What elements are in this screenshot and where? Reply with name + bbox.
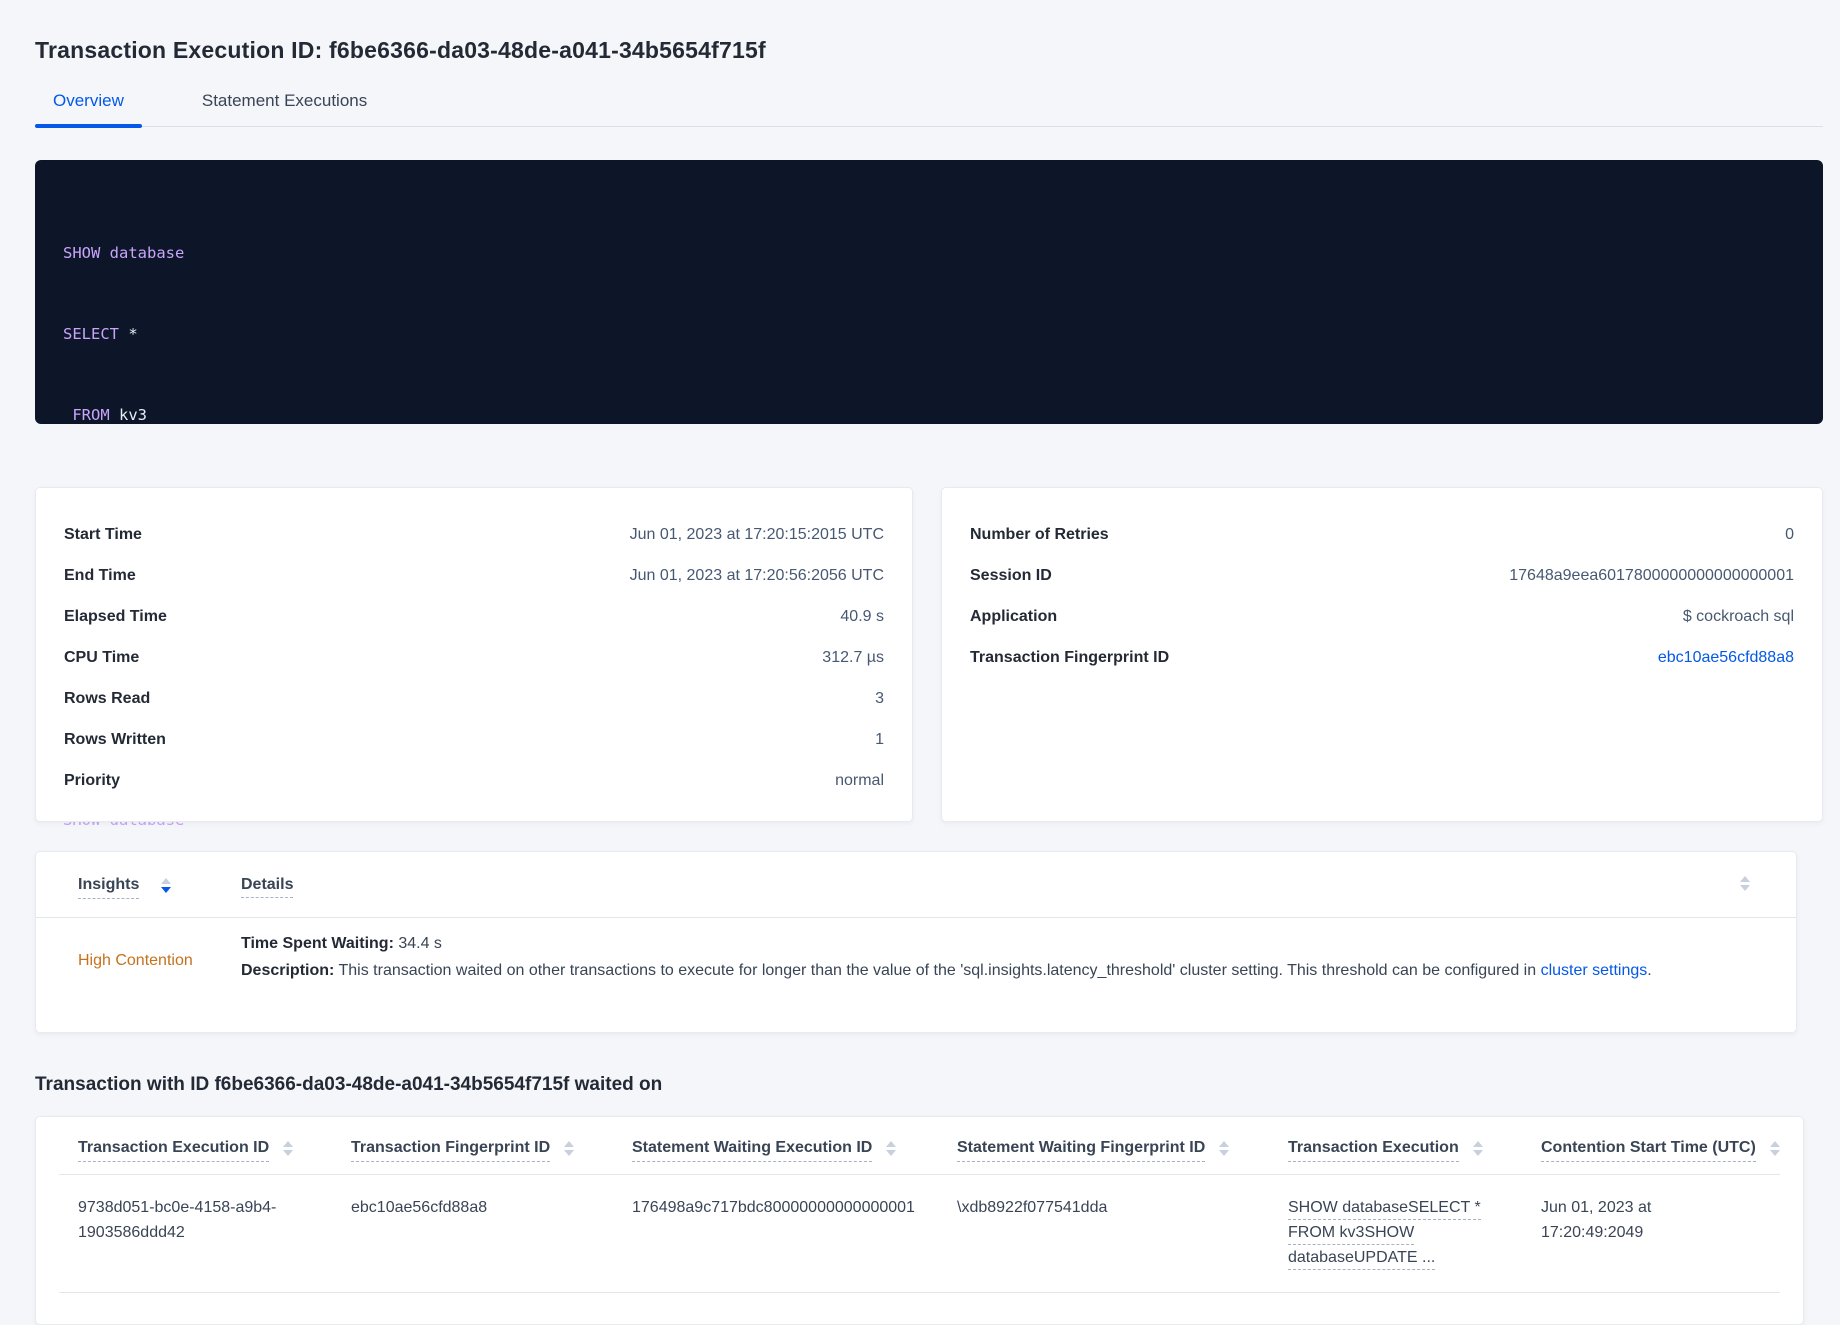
- summary-row-retries: Number of Retries 0: [970, 525, 1794, 543]
- priority-value: normal: [835, 771, 884, 789]
- transaction-fingerprint-link[interactable]: ebc10ae56cfd88a8: [1657, 648, 1794, 666]
- cell-txn-execution-id: 9738d051-bc0e-4158-a9b4-1903586ddd42: [78, 1199, 277, 1242]
- tab-overview[interactable]: Overview: [35, 91, 142, 129]
- waited-on-heading: Transaction with ID f6be6366-da03-48de-a…: [35, 1074, 663, 1096]
- sql-line: FROM kv3: [72, 406, 147, 425]
- waiting-transaction-execution-link[interactable]: SHOW databaseSELECT * FROM kv3SHOW datab…: [1288, 1199, 1481, 1271]
- tab-bar: Overview Statement Executions: [35, 91, 1823, 129]
- session-id-value: 17648a9eea6017800000000000000001: [1509, 566, 1794, 584]
- sort-icon: [1219, 1141, 1230, 1157]
- transaction-sql-code-block: SHOW database SELECT * FROM kv3 SHOW dat…: [35, 160, 1823, 829]
- summary-row-rows-written: Rows Written 1: [64, 730, 884, 748]
- sort-icon: [886, 1141, 897, 1157]
- high-contention-label: High Contention: [78, 951, 193, 969]
- rows-read-value: 3: [875, 689, 884, 707]
- session-summary-card: Number of Retries 0 Session ID 17648a9ee…: [941, 487, 1823, 823]
- summary-row-session-id: Session ID 17648a9eea6017800000000000000…: [970, 566, 1794, 584]
- insights-table-header: Insights Details: [36, 852, 1796, 919]
- summary-row-cpu-time: CPU Time 312.7 µs: [64, 648, 884, 666]
- column-header-contention-start-time[interactable]: Contention Start Time (UTC): [1541, 1139, 1782, 1163]
- retries-value: 0: [1785, 525, 1794, 543]
- waited-on-table-row: 9738d051-bc0e-4158-a9b4-1903586ddd42 ebc…: [59, 1175, 1780, 1294]
- column-header-txn-execution-id[interactable]: Transaction Execution ID: [59, 1139, 351, 1163]
- cpu-time-value: 312.7 µs: [822, 648, 884, 666]
- column-header-txn-fingerprint-id[interactable]: Transaction Fingerprint ID: [351, 1139, 632, 1163]
- cell-contention-start-time: Jun 01, 2023 at 17:20:49:2049: [1541, 1199, 1652, 1242]
- elapsed-time-value: 40.9 s: [840, 607, 884, 625]
- sql-line: SHOW database: [63, 244, 185, 263]
- details-column-header[interactable]: Details: [241, 876, 294, 899]
- sort-icon: [1472, 1141, 1483, 1157]
- cell-stmt-waiting-fingerprint-id: \xdb8922f077541dda: [957, 1199, 1108, 1217]
- end-time-value: Jun 01, 2023 at 17:20:56:2056 UTC: [629, 566, 884, 584]
- column-header-stmt-waiting-execution-id[interactable]: Statement Waiting Execution ID: [632, 1139, 957, 1163]
- rows-written-value: 1: [875, 730, 884, 748]
- summary-row-start-time: Start Time Jun 01, 2023 at 17:20:15:2015…: [64, 525, 884, 543]
- summary-row-priority: Priority normal: [64, 771, 884, 789]
- summary-row-rows-read: Rows Read 3: [64, 689, 884, 707]
- insight-details: Time Spent Waiting: 34.4 s Description: …: [241, 935, 1796, 980]
- insights-column-header[interactable]: Insights: [78, 876, 241, 900]
- start-time-value: Jun 01, 2023 at 17:20:15:2015 UTC: [629, 525, 884, 543]
- sort-icon[interactable]: [1740, 876, 1750, 892]
- application-value: $ cockroach sql: [1682, 607, 1794, 625]
- waited-on-table-header: Transaction Execution ID Transaction Fin…: [59, 1117, 1782, 1176]
- column-header-stmt-waiting-fingerprint-id[interactable]: Statement Waiting Fingerprint ID: [957, 1139, 1288, 1163]
- cell-txn-execution: SHOW databaseSELECT * FROM kv3SHOW datab…: [1288, 1195, 1541, 1271]
- tab-statement-executions[interactable]: Statement Executions: [201, 91, 368, 111]
- insight-row: High Contention Time Spent Waiting: 34.4…: [36, 918, 1796, 980]
- insight-description: Description: This transaction waited on …: [241, 962, 1652, 980]
- column-header-txn-execution[interactable]: Transaction Execution: [1288, 1139, 1541, 1163]
- cluster-settings-link[interactable]: cluster settings: [1540, 962, 1648, 980]
- waited-on-table-card: Transaction Execution ID Transaction Fin…: [35, 1116, 1804, 1325]
- time-spent-waiting: Time Spent Waiting: 34.4 s: [241, 935, 442, 953]
- insights-table-card: Insights Details High Contention Time Sp…: [35, 851, 1797, 1034]
- cell-txn-fingerprint-id: ebc10ae56cfd88a8: [351, 1199, 488, 1217]
- summary-row-application: Application $ cockroach sql: [970, 607, 1794, 625]
- sql-line: SELECT *: [63, 325, 138, 344]
- summary-row-end-time: End Time Jun 01, 2023 at 17:20:56:2056 U…: [64, 566, 884, 584]
- summary-row-elapsed-time: Elapsed Time 40.9 s: [64, 607, 884, 625]
- summary-row-txn-fingerprint: Transaction Fingerprint ID ebc10ae56cfd8…: [970, 648, 1794, 666]
- summary-cards: Start Time Jun 01, 2023 at 17:20:15:2015…: [35, 487, 1823, 823]
- sort-icon: [283, 1141, 294, 1157]
- timing-summary-card: Start Time Jun 01, 2023 at 17:20:15:2015…: [35, 487, 913, 823]
- cell-stmt-waiting-execution-id: 176498a9c717bdc80000000000000001: [632, 1199, 915, 1217]
- sort-icon: [1769, 1141, 1780, 1157]
- sort-icon: [564, 1141, 575, 1157]
- page-title: Transaction Execution ID: f6be6366-da03-…: [35, 37, 766, 64]
- sort-icon-insights: [161, 878, 172, 894]
